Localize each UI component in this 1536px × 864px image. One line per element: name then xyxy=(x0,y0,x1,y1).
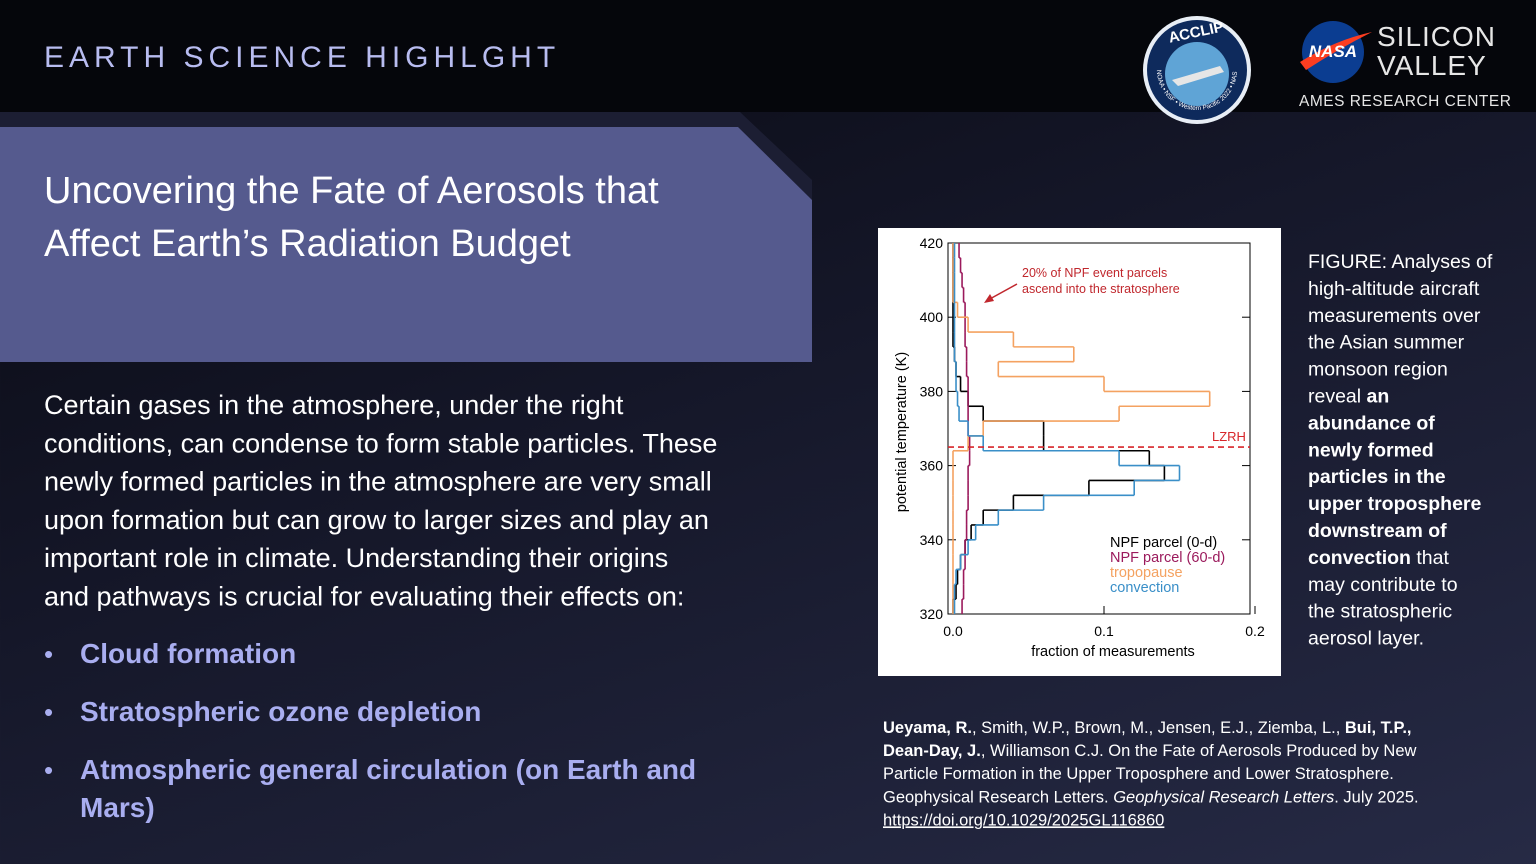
bullet-dot: • xyxy=(44,639,53,669)
caption-line: particles in the xyxy=(1308,466,1446,488)
citation-run: Geophysical Research Letters. xyxy=(883,788,1113,806)
caption-run: the stratospheric xyxy=(1308,601,1452,623)
y-tick-label: 420 xyxy=(920,235,944,251)
caption-run: that xyxy=(1411,547,1450,569)
nasa-name: NASA xyxy=(1309,42,1357,61)
title-line: Affect Earth’s Radiation Budget xyxy=(44,223,571,265)
citation-run: Dean-Day, J. xyxy=(883,742,981,760)
caption-run: monsoon region xyxy=(1308,359,1448,381)
header-label: EARTH SCIENCE HIGHLGHT xyxy=(44,41,560,74)
bullet-text: Atmospheric general circulation (on Eart… xyxy=(80,754,696,785)
caption-line: the Asian summer xyxy=(1308,332,1465,354)
citation-run: https://doi.org/10.1029/2025GL116860 xyxy=(883,811,1164,829)
citation-run: , Smith, W.P., Brown, M., Jensen, E.J., … xyxy=(972,719,1345,737)
caption-run: convection xyxy=(1308,547,1411,569)
center-line1: SILICON xyxy=(1377,21,1496,52)
caption-line: high-altitude aircraft xyxy=(1308,278,1480,300)
y-tick-label: 320 xyxy=(920,606,944,622)
caption-run: reveal xyxy=(1308,386,1367,408)
body-line: newly formed particles in the atmosphere… xyxy=(44,467,712,497)
citation-run: . July 2025. xyxy=(1334,788,1418,806)
caption-run: newly formed xyxy=(1308,439,1434,461)
caption-line: newly formed xyxy=(1308,439,1434,461)
caption-line: FIGURE: Analyses of xyxy=(1308,251,1493,273)
legend-entry: tropopause xyxy=(1110,565,1183,581)
figure-panel xyxy=(878,228,1281,676)
y-axis-label: potential temperature (K) xyxy=(894,352,910,512)
center-sub: AMES RESEARCH CENTER xyxy=(1299,93,1511,110)
caption-run: high-altitude aircraft xyxy=(1308,278,1480,300)
caption-run: may contribute to xyxy=(1308,574,1458,596)
caption-line: measurements over xyxy=(1308,305,1481,327)
bullet-dot: • xyxy=(44,697,53,727)
caption-run: upper troposphere xyxy=(1308,493,1482,515)
caption-line: monsoon region xyxy=(1308,359,1448,381)
annotation-line: ascend into the stratosphere xyxy=(1022,282,1180,296)
title-line: Uncovering the Fate of Aerosols that xyxy=(44,170,659,212)
annotation-line: 20% of NPF event parcels xyxy=(1022,266,1167,280)
citation-run: Ueyama, R. xyxy=(883,719,972,737)
caption-run: aerosol layer. xyxy=(1308,628,1424,650)
caption-line: abundance of xyxy=(1308,412,1435,434)
citation-line: https://doi.org/10.1029/2025GL116860 xyxy=(883,811,1164,829)
x-tick-label: 0.1 xyxy=(1094,623,1114,639)
citation-line: Dean-Day, J., Williamson C.J. On the Fat… xyxy=(883,742,1417,760)
caption-line: upper troposphere xyxy=(1308,493,1482,515)
citation-run: Geophysical Research Letters xyxy=(1113,788,1334,806)
caption-line: may contribute to xyxy=(1308,574,1458,596)
citation-run: Bui, T.P., xyxy=(1345,719,1412,737)
x-tick-label: 0.0 xyxy=(943,623,963,639)
center-line2: VALLEY xyxy=(1377,50,1487,81)
annotation-arrow xyxy=(987,283,1018,301)
title-box xyxy=(0,127,812,362)
citation-line: Particle Formation in the Upper Troposph… xyxy=(883,765,1394,783)
legend-entry: NPF parcel (0-d) xyxy=(1110,535,1217,551)
citation-line: Ueyama, R., Smith, W.P., Brown, M., Jens… xyxy=(883,719,1412,737)
caption-line: the stratospheric xyxy=(1308,601,1452,623)
y-tick-label: 400 xyxy=(920,309,944,325)
x-axis-label: fraction of measurements xyxy=(1031,644,1195,660)
body-line: and pathways is crucial for evaluating t… xyxy=(44,582,684,612)
citation-run: , Williamson C.J. On the Fate of Aerosol… xyxy=(981,742,1417,760)
plot-frame xyxy=(947,242,1251,615)
caption-run: FIGURE: Analyses of xyxy=(1308,251,1493,273)
legend-entry: NPF parcel (60-d) xyxy=(1110,550,1225,566)
bullet-text: Mars) xyxy=(80,792,155,823)
bullet-text: Cloud formation xyxy=(80,638,296,669)
caption-line: convection that xyxy=(1308,547,1449,569)
nasa-logo: NASA SILICON VALLEY AMES RESEARCH CENTER xyxy=(1299,21,1511,110)
body-line: upon formation but can grow to larger si… xyxy=(44,505,709,535)
caption-line: reveal an xyxy=(1308,386,1389,408)
legend-entry: convection xyxy=(1110,580,1179,596)
caption-run: measurements over xyxy=(1308,305,1481,327)
bullet-dot: • xyxy=(44,755,53,785)
bullet-text: Stratospheric ozone depletion xyxy=(80,696,481,727)
caption-run: the Asian summer xyxy=(1308,332,1465,354)
caption-run: downstream of xyxy=(1308,520,1447,542)
body-line: Certain gases in the atmosphere, under t… xyxy=(44,390,624,420)
caption-line: downstream of xyxy=(1308,520,1447,542)
caption-run: an xyxy=(1367,386,1390,408)
citation-line: Geophysical Research Letters. Geophysica… xyxy=(883,788,1419,806)
caption-line: aerosol layer. xyxy=(1308,628,1424,650)
caption-run: particles in the xyxy=(1308,466,1446,488)
y-tick-label: 340 xyxy=(920,532,944,548)
header-band xyxy=(0,0,1536,112)
y-tick-label: 360 xyxy=(920,458,944,474)
annotation-arrowhead xyxy=(984,294,994,303)
body-line: conditions, can condense to form stable … xyxy=(44,428,717,458)
citation-run: Particle Formation in the Upper Troposph… xyxy=(883,765,1394,783)
body-line: important role in climate. Understanding… xyxy=(44,543,668,573)
reference-label: LZRH xyxy=(1212,429,1246,444)
y-tick-label: 380 xyxy=(920,383,944,399)
caption-run: abundance of xyxy=(1308,412,1435,434)
x-tick-label: 0.2 xyxy=(1245,623,1265,639)
